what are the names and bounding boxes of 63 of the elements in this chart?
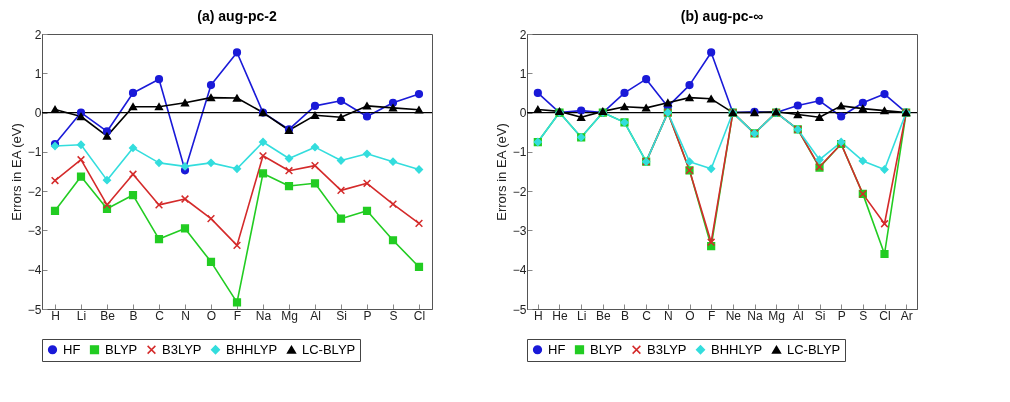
legend-label: B3LYP xyxy=(162,341,202,357)
x-tick-label: Li xyxy=(576,308,587,323)
y-tick-label: −2 xyxy=(27,184,42,199)
x-tick-label: C xyxy=(642,308,652,323)
y-tick-label: 0 xyxy=(519,106,527,121)
x-tick-label: F xyxy=(707,308,716,323)
x-tick-label: Cl xyxy=(879,308,891,323)
y-tick-label: 0 xyxy=(34,106,42,121)
x-tick-label: B xyxy=(620,308,630,323)
y-tick-label: −4 xyxy=(27,263,42,278)
y-tick-label: −5 xyxy=(512,302,527,317)
legend-label: LC-BLYP xyxy=(302,341,356,357)
chart-title: (b) aug-pc-∞ xyxy=(680,8,764,24)
y-axis-title: Errors in EA (eV) xyxy=(8,123,24,221)
legend-label: BHHLYP xyxy=(711,341,763,357)
x-tick-label: Al xyxy=(310,308,321,323)
y-tick-label: 1 xyxy=(34,66,42,81)
y-axis-title: Errors in EA (eV) xyxy=(493,123,509,221)
y-tick-label: −5 xyxy=(27,302,42,317)
y-tick-label: −2 xyxy=(512,184,527,199)
legend-label: HF xyxy=(548,341,566,357)
x-tick-label: He xyxy=(552,308,568,323)
x-tick-label: Si xyxy=(814,308,826,323)
x-tick-label: S xyxy=(859,308,868,323)
legend-label: BLYP xyxy=(105,341,138,357)
x-tick-label: C xyxy=(155,308,165,323)
legend-label: LC-BLYP xyxy=(787,341,841,357)
x-tick-label: Na xyxy=(255,308,272,323)
x-tick-label: Na xyxy=(747,308,763,323)
x-tick-label: Be xyxy=(595,308,611,323)
x-tick-label: Ar xyxy=(900,308,913,323)
x-tick-label: Be xyxy=(100,308,116,323)
x-tick-label: H xyxy=(51,308,60,323)
x-tick-label: Mg xyxy=(768,308,785,323)
x-tick-label: F xyxy=(233,308,242,323)
legend-label: BHHLYP xyxy=(226,341,278,357)
x-tick-label: Li xyxy=(76,308,87,323)
x-tick-label: N xyxy=(181,308,190,323)
y-tick-label: −3 xyxy=(27,223,42,238)
y-tick-label: 2 xyxy=(519,27,527,42)
x-tick-label: O xyxy=(685,308,695,323)
x-tick-label: O xyxy=(206,308,217,323)
legend-label: HF xyxy=(63,341,81,357)
x-tick-label: S xyxy=(389,308,398,323)
x-tick-label: Mg xyxy=(281,308,298,323)
x-tick-label: N xyxy=(664,308,673,323)
x-tick-label: B xyxy=(129,308,138,323)
x-tick-label: P xyxy=(363,308,372,323)
x-tick-label: Ne xyxy=(725,308,742,323)
y-tick-label: −3 xyxy=(512,223,527,238)
chart-title: (a) aug-pc-2 xyxy=(197,8,277,24)
x-tick-label: Al xyxy=(793,308,804,323)
x-tick-label: P xyxy=(837,308,846,323)
legend-label: B3LYP xyxy=(647,341,687,357)
y-tick-label: 2 xyxy=(34,27,42,42)
x-tick-label: H xyxy=(534,308,543,323)
y-tick-label: −1 xyxy=(512,145,527,160)
y-tick-label: −1 xyxy=(27,145,42,160)
x-tick-label: Cl xyxy=(413,308,426,323)
legend-label: BLYP xyxy=(590,341,623,357)
y-tick-label: −4 xyxy=(512,263,527,278)
y-tick-label: 1 xyxy=(519,66,527,81)
x-tick-label: Si xyxy=(336,308,347,323)
